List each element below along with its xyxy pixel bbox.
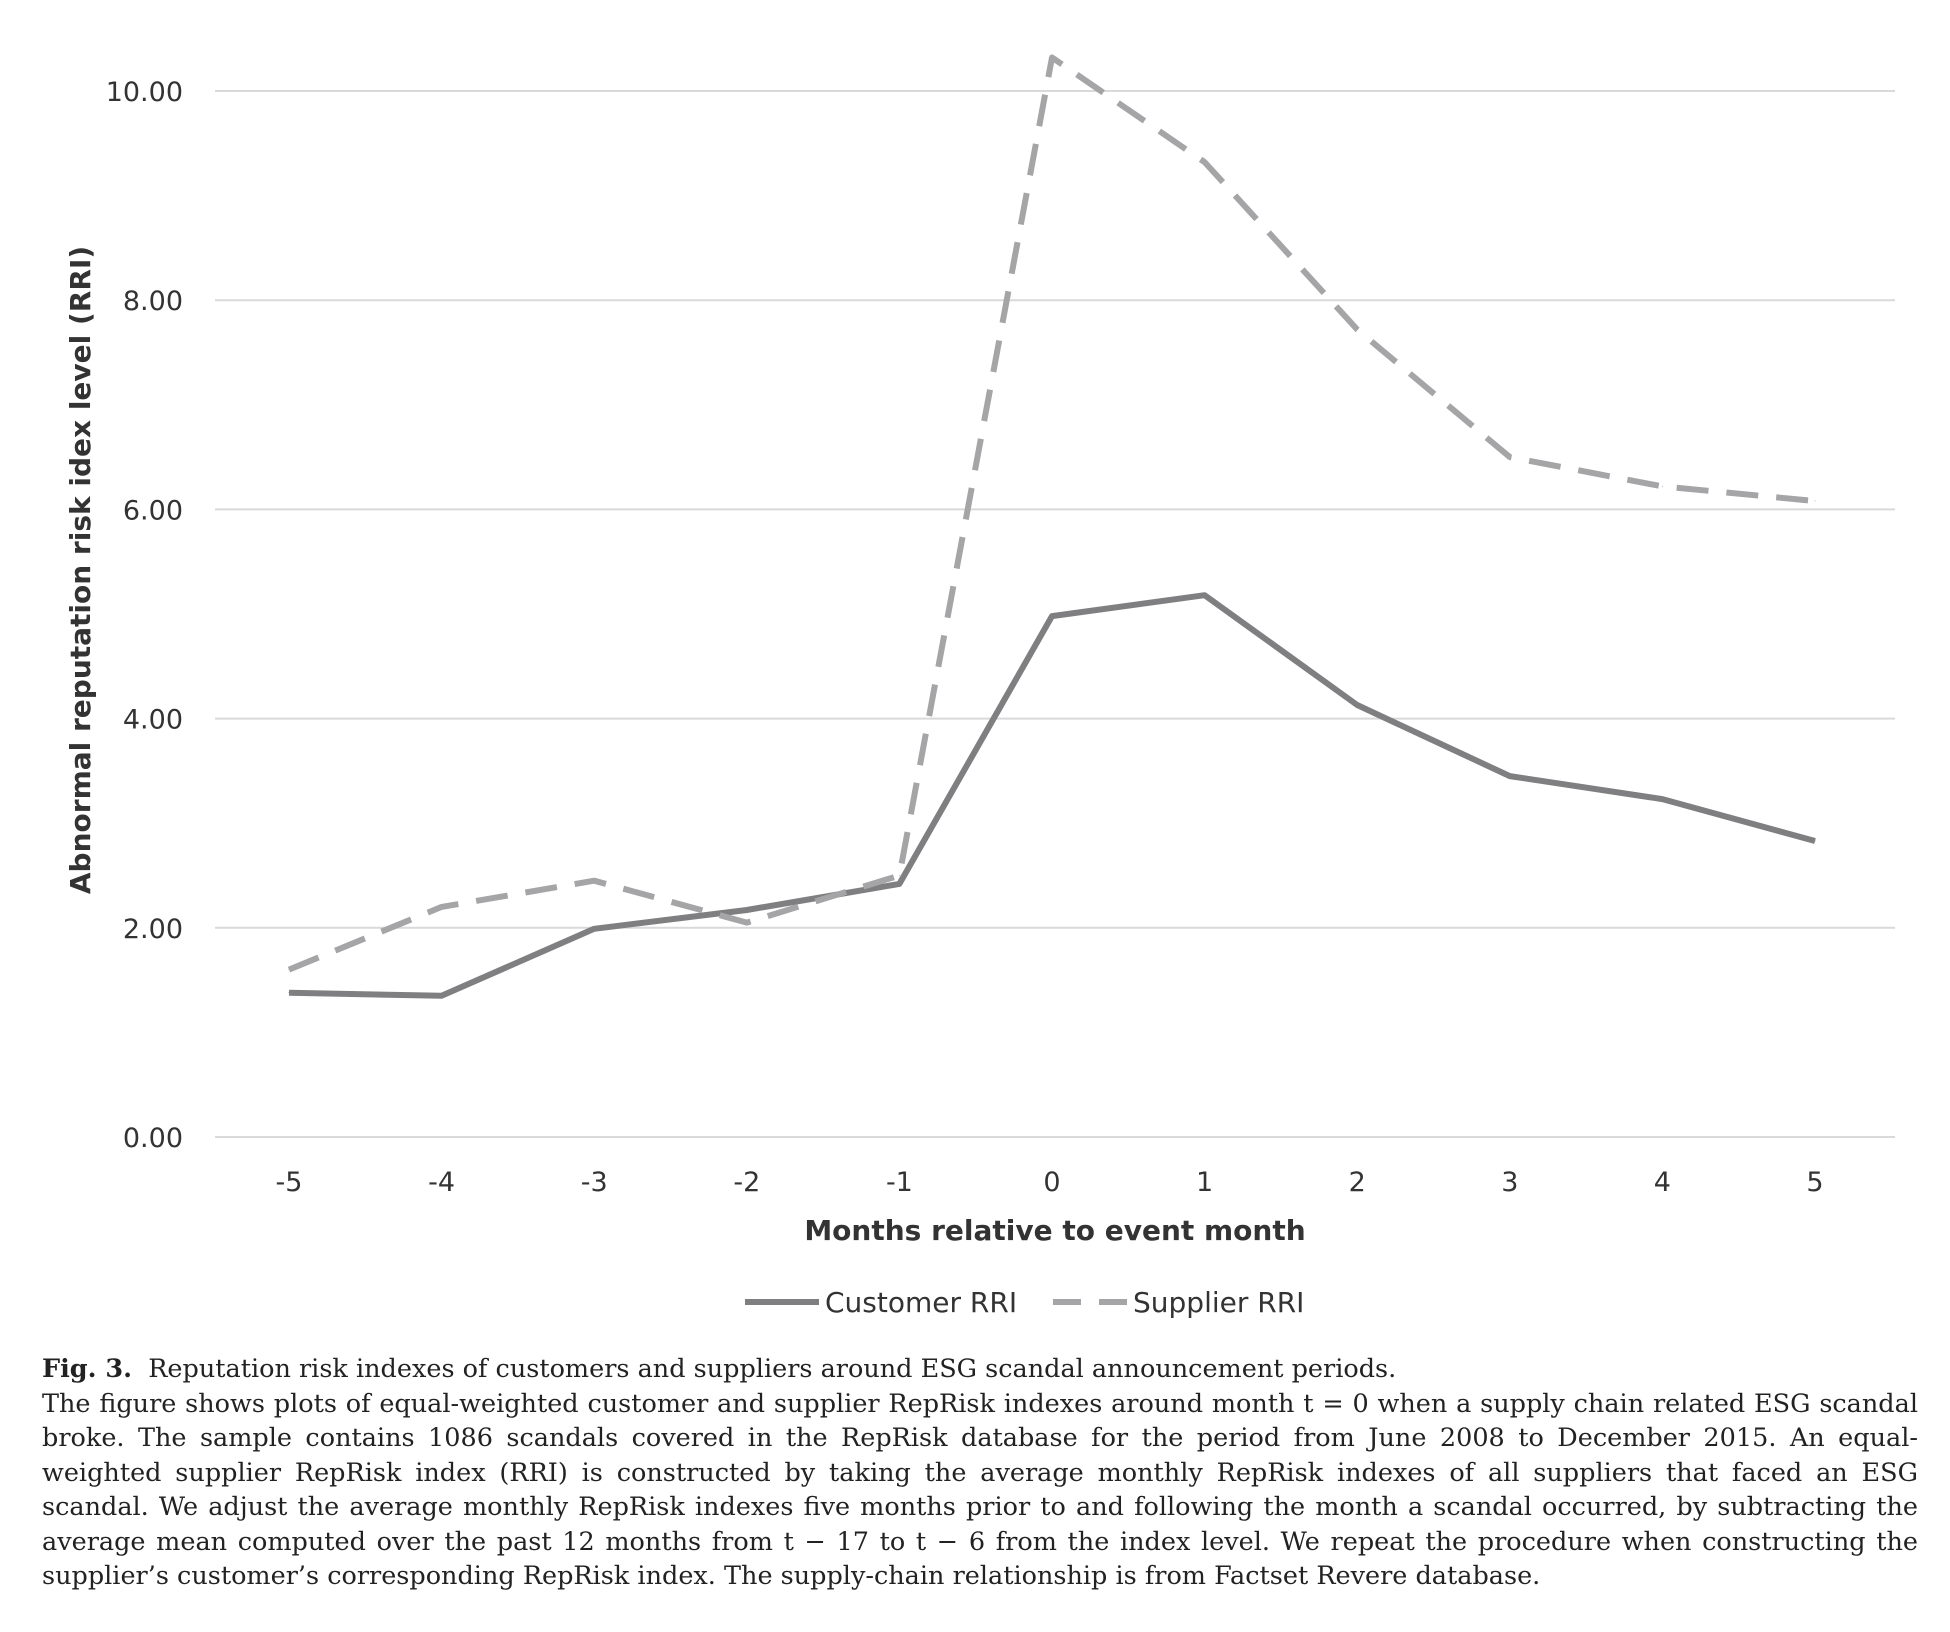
x-tick-label: 1 — [1196, 1167, 1213, 1198]
data-point — [288, 992, 290, 994]
y-tick-label: 0.00 — [123, 1123, 183, 1154]
data-point — [1814, 840, 1816, 842]
data-point — [746, 922, 748, 924]
x-tick-label: 4 — [1654, 1167, 1671, 1198]
x-tick-label: 0 — [1043, 1167, 1060, 1198]
customer-rri-line — [288, 592, 1816, 999]
legend-label: Customer RRI — [825, 1286, 1017, 1319]
caption-body: The figure shows plots of equal-weighted… — [42, 1388, 1918, 1592]
data-point — [1204, 161, 1206, 163]
data-point — [1509, 456, 1511, 458]
x-axis-title: Months relative to event month — [804, 1214, 1305, 1247]
data-point — [1661, 798, 1663, 800]
data-point — [1509, 775, 1511, 777]
data-point — [593, 880, 595, 882]
data-point — [1051, 615, 1053, 617]
data-point — [898, 875, 900, 876]
data-point — [1814, 500, 1816, 502]
x-tick-label: 3 — [1501, 1167, 1518, 1198]
x-tick-labels: -5 -4 -3 -2 -1 0 1 2 3 4 5 — [276, 1167, 1824, 1198]
gridlines — [215, 90, 1895, 1138]
data-point — [898, 883, 900, 885]
figure-caption: Fig. 3. Reputation risk indexes of custo… — [42, 1352, 1918, 1594]
data-point — [593, 928, 595, 930]
x-tick-label: 5 — [1806, 1167, 1823, 1198]
y-tick-labels: 0.00 2.00 4.00 6.00 8.00 10.00 — [106, 77, 183, 1154]
legend-label: Supplier RRI — [1133, 1286, 1304, 1319]
data-point — [746, 909, 748, 911]
y-tick-label: 8.00 — [123, 286, 183, 317]
x-tick-label: -3 — [581, 1167, 608, 1198]
y-tick-label: 4.00 — [123, 705, 183, 736]
data-point — [1661, 485, 1663, 487]
y-tick-label: 6.00 — [123, 495, 183, 526]
data-point — [441, 995, 443, 997]
x-tick-label: 2 — [1349, 1167, 1366, 1198]
data-point — [288, 969, 290, 971]
caption-figure-label: Fig. 3. — [42, 1354, 132, 1384]
x-tick-label: -2 — [733, 1167, 760, 1198]
x-tick-label: -1 — [886, 1167, 913, 1198]
legend: Customer RRI Supplier RRI — [745, 1286, 1304, 1319]
x-tick-label: -5 — [276, 1167, 303, 1198]
data-point — [1356, 704, 1358, 706]
data-point — [1356, 328, 1358, 330]
y-axis-title: Abnormal reputation risk idex level (RRI… — [64, 246, 97, 894]
series-lines — [287, 54, 1816, 999]
caption-title: Reputation risk indexes of customers and… — [148, 1354, 1397, 1384]
supplier-rri-line — [287, 54, 1816, 973]
data-point — [1051, 57, 1053, 59]
y-tick-label: 2.00 — [123, 914, 183, 945]
y-tick-label: 10.00 — [106, 77, 183, 108]
data-point — [1204, 594, 1206, 596]
data-point — [441, 906, 443, 908]
line-chart: 0.00 2.00 4.00 6.00 8.00 10.00 -5 -4 -3 -2 -1 0 1 2 3… — [64, 54, 1895, 1319]
x-tick-label: -4 — [428, 1167, 455, 1198]
